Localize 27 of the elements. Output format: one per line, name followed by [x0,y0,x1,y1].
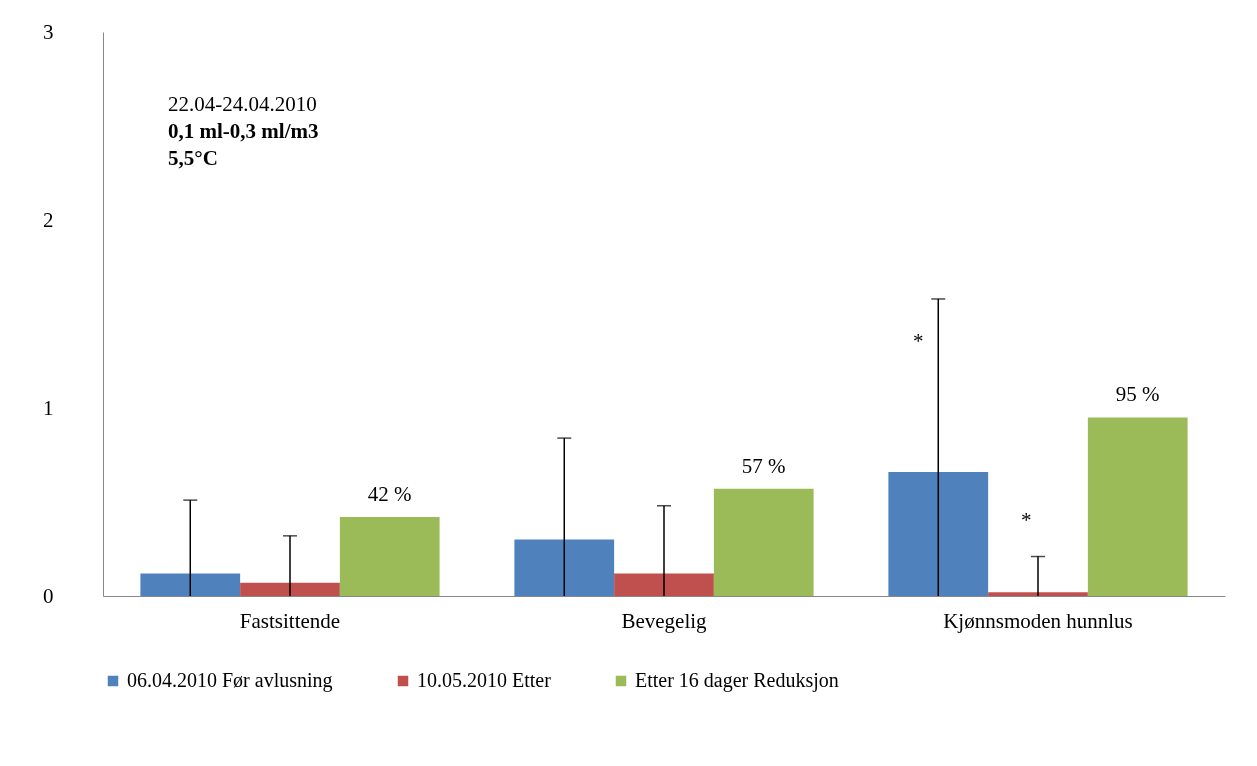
bar [1087,417,1188,596]
legend-label: 10.05.2010 Etter [417,669,552,691]
annotation: 0,1 ml-0,3 ml/m3 [168,119,319,143]
annotation: * [913,329,924,353]
bar [140,573,241,596]
bar [614,573,714,596]
y-tick-label: 2 [43,207,54,232]
y-tick-label: 1 [43,395,54,420]
x-tick-label: Kjønnsmoden hunnlus [943,608,1133,633]
annotation: 22.04-24.04.2010 [168,92,317,116]
bar [240,582,340,596]
y-tick-label: 3 [43,19,54,44]
x-tick-label: Fastsittende [239,608,341,633]
x-tick-label: Bevegelig [621,608,708,633]
bar [514,539,615,596]
annotation: * [1021,508,1032,532]
bar [339,517,440,596]
annotation: 5,5°C [168,146,218,170]
data-label: 95 % [1115,382,1160,407]
legend-label: 06.04.2010 Før avlusning [127,669,333,692]
legend-label: Etter 16 dager Reduksjon [635,669,839,692]
data-label: 57 % [741,453,786,478]
bar [713,488,814,596]
data-label: 42 % [367,482,412,507]
y-tick-label: 0 [43,583,54,608]
bar [988,592,1088,596]
bar [888,471,989,596]
